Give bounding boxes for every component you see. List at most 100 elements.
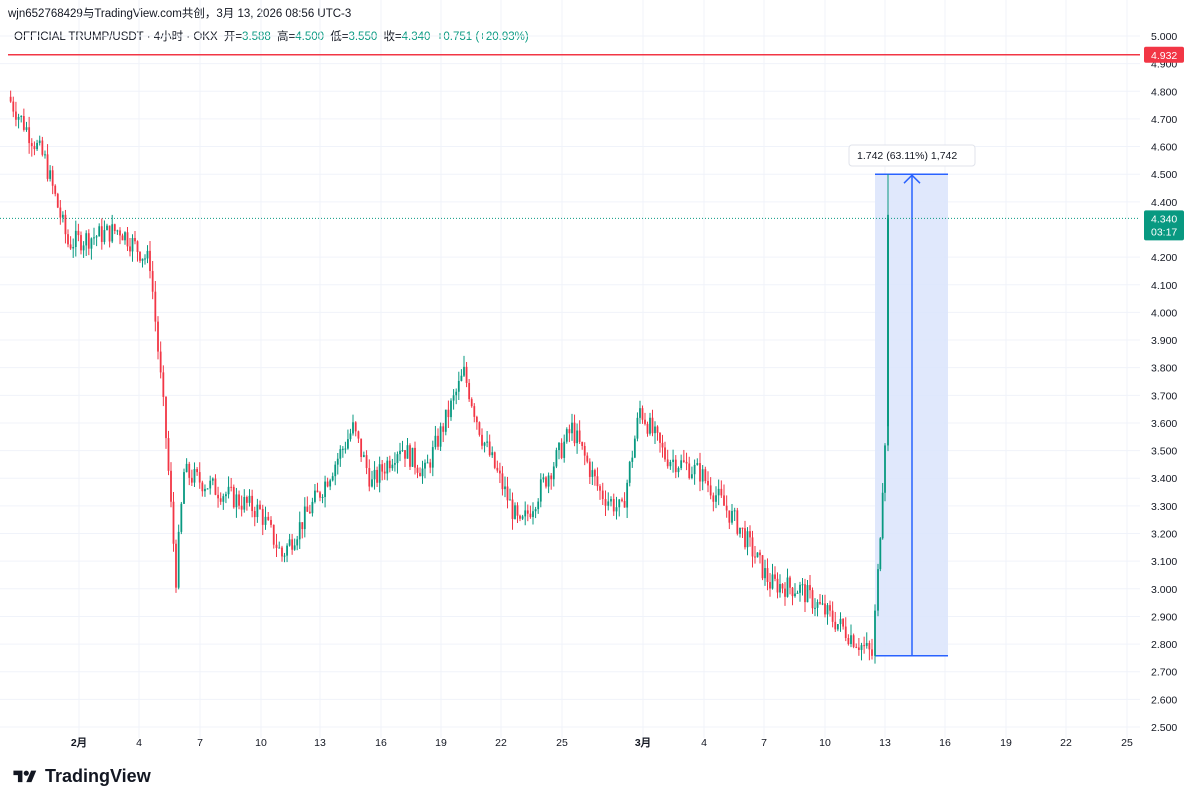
candle-body xyxy=(334,464,337,477)
candle-body xyxy=(736,510,739,534)
candle-body xyxy=(651,417,654,434)
candle-body xyxy=(175,543,177,588)
candle-body xyxy=(154,291,157,322)
candle-body xyxy=(460,375,463,381)
candle-body xyxy=(209,480,212,489)
symbol-name[interactable]: OFFICIAL TRUMP/USDT · 4小时 · OKX xyxy=(14,31,218,43)
candle-body xyxy=(85,233,88,246)
time-axis-tick-label: 4 xyxy=(701,737,707,749)
candle-body xyxy=(539,479,542,502)
candle-body xyxy=(316,490,319,493)
candle-body xyxy=(444,409,447,432)
candle-body xyxy=(386,460,389,474)
candle-body xyxy=(59,207,62,218)
candle-body xyxy=(571,422,573,434)
candle-body xyxy=(404,450,406,459)
candle-body xyxy=(646,423,649,434)
candle-body xyxy=(124,232,126,241)
candle-body xyxy=(659,432,661,443)
candle-body xyxy=(54,185,57,194)
candle-body xyxy=(381,464,384,472)
candle-body xyxy=(801,584,804,586)
candle-body xyxy=(319,492,321,498)
candle-body xyxy=(874,610,876,656)
candle-body xyxy=(496,467,499,471)
candle-body xyxy=(774,574,776,579)
candle-body xyxy=(141,258,144,261)
candle-body xyxy=(368,468,371,487)
candle-body xyxy=(568,429,571,434)
candle-body xyxy=(746,531,749,548)
candle-body xyxy=(17,116,20,120)
candle-body xyxy=(806,585,809,603)
time-axis[interactable]: 2月 4 7 10 13 16 19 22 25 3月 4 7 10 13 16 19 22 25 xyxy=(71,737,1133,749)
price-axis-tick-label: 3.700 xyxy=(1151,390,1177,402)
candle-body xyxy=(696,463,699,465)
candle-body xyxy=(799,584,801,593)
candle-body xyxy=(519,515,521,519)
candle-body xyxy=(751,537,754,557)
candle-body xyxy=(656,426,659,433)
candle-body xyxy=(672,459,674,462)
candle-body xyxy=(288,539,291,546)
price-axis[interactable]: 5.0004.9004.8004.7004.6004.5004.4004.200… xyxy=(1151,31,1177,734)
candle-body xyxy=(429,462,432,468)
tradingview-logo[interactable]: TradingView xyxy=(10,766,151,787)
candle-body xyxy=(877,569,879,611)
candle-body xyxy=(188,463,191,478)
candle-body xyxy=(329,480,332,487)
price-axis-tick-label: 3.300 xyxy=(1151,501,1177,513)
candle-body xyxy=(44,154,46,156)
price-axis-tick-label: 4.000 xyxy=(1151,307,1177,319)
candle-body xyxy=(437,435,439,447)
candle-body xyxy=(769,581,771,589)
candle-body xyxy=(217,494,219,499)
candle-body xyxy=(641,408,644,420)
candle-body xyxy=(761,555,764,579)
price-range-measure[interactable]: 1.742 (63.11%) 1,742 xyxy=(848,144,976,657)
candle-body xyxy=(457,380,460,392)
candle-body xyxy=(227,486,230,495)
candle-body xyxy=(308,511,311,514)
candle-body xyxy=(829,605,831,611)
candle-body xyxy=(183,472,185,504)
candle-body xyxy=(149,250,151,272)
candle-body xyxy=(106,225,108,231)
candle-body xyxy=(555,450,558,467)
candle-body xyxy=(264,516,267,525)
candle-body xyxy=(654,426,656,434)
candle-body xyxy=(545,477,547,487)
candle-body xyxy=(267,516,270,520)
candle-body xyxy=(261,508,264,525)
candle-body xyxy=(677,468,680,473)
candle-body xyxy=(270,519,272,525)
candle-body xyxy=(167,438,170,471)
candle-body xyxy=(165,396,167,439)
candle-body xyxy=(550,475,553,480)
candle-body xyxy=(537,501,540,510)
candle-body xyxy=(9,96,12,102)
candle-body xyxy=(709,485,712,496)
high-value: 4.500 xyxy=(295,31,325,43)
candle-body xyxy=(804,584,806,603)
low-label: 低= xyxy=(330,31,349,43)
candle-body xyxy=(839,618,842,625)
candle-body xyxy=(786,577,789,597)
candle-body xyxy=(633,438,636,458)
candle-body xyxy=(749,531,751,538)
candle-body xyxy=(664,447,666,460)
candle-body xyxy=(201,482,204,492)
candle-body xyxy=(470,399,473,407)
candle-body xyxy=(180,503,183,532)
candle-body xyxy=(314,490,316,502)
candle-body xyxy=(741,527,744,529)
candle-body xyxy=(583,445,586,456)
candle-body xyxy=(126,232,129,247)
candle-body xyxy=(77,230,80,236)
candle-body xyxy=(884,445,886,493)
candle-body xyxy=(196,469,199,473)
candle-body xyxy=(514,505,516,519)
candle-body xyxy=(28,127,31,144)
candle-body xyxy=(113,224,116,231)
